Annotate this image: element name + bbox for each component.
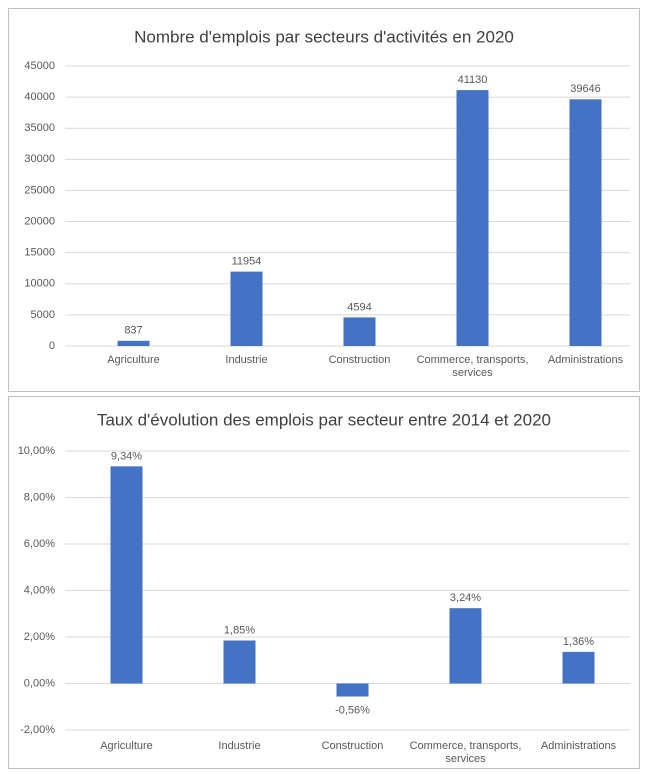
- bar: [562, 651, 595, 684]
- y-tick-label: 20000: [24, 215, 55, 227]
- x-tick-label: Administrations: [540, 740, 617, 752]
- chart-frame: [8, 8, 640, 392]
- x-tick-label: Industrie: [218, 740, 261, 752]
- data-label: 3,24%: [450, 592, 481, 604]
- bar: [223, 640, 256, 684]
- x-tick-label-box: Agriculture: [107, 354, 160, 366]
- x-tick-label: Agriculture: [100, 740, 153, 752]
- y-tick-label: 10000: [24, 278, 55, 290]
- x-tick-label-box: Administrations: [547, 354, 624, 366]
- y-tick-label: 0,00%: [24, 677, 55, 689]
- y-tick-label: 10,00%: [18, 445, 56, 457]
- y-tick-label: 6,00%: [24, 538, 55, 550]
- y-tick-label: 35000: [24, 122, 55, 134]
- x-tick-label: Agriculture: [107, 354, 160, 366]
- x-tick-label-box: Construction: [328, 354, 391, 366]
- y-tick-label: 0: [49, 340, 55, 352]
- x-tick-label-box: Industrie: [225, 354, 268, 366]
- bar: [336, 683, 369, 697]
- y-tick-label: 2,00%: [24, 631, 55, 643]
- data-label: 41130: [458, 74, 488, 86]
- chart-title: Nombre d'emplois par secteurs d'activité…: [134, 27, 514, 46]
- bar: [230, 271, 263, 346]
- x-tick-label-box: Industrie: [218, 740, 261, 752]
- y-tick-label: -2,00%: [20, 724, 55, 736]
- bar: [569, 99, 602, 346]
- y-tick-label: 40000: [24, 91, 55, 103]
- data-label: 39646: [570, 83, 601, 95]
- data-label: 9,34%: [111, 450, 142, 462]
- data-label: 837: [124, 325, 142, 337]
- bar: [343, 317, 376, 346]
- x-tick-label-box: Construction: [321, 740, 384, 752]
- data-label: 11954: [232, 256, 262, 268]
- x-tick-label-box: Commerce, transports, services: [409, 740, 522, 765]
- chart-frame: [8, 396, 640, 769]
- data-label: 1,85%: [224, 624, 255, 636]
- y-tick-label: 45000: [24, 60, 55, 72]
- bar: [449, 608, 482, 684]
- chart-title: Taux d'évolution des emplois par secteur…: [97, 410, 551, 429]
- y-tick-label: 15000: [24, 247, 55, 259]
- y-tick-label: 4,00%: [24, 584, 55, 596]
- bar: [117, 340, 150, 346]
- data-label: 1,36%: [563, 636, 594, 648]
- x-tick-label-box: Agriculture: [100, 740, 153, 752]
- data-label: 4594: [347, 301, 371, 313]
- y-tick-label: 25000: [24, 184, 55, 196]
- y-tick-label: 5000: [31, 309, 55, 321]
- bar: [110, 466, 143, 684]
- x-tick-label: Construction: [328, 354, 391, 366]
- x-tick-label: Commerce, transports, services: [409, 740, 522, 765]
- x-tick-label-box: Commerce, transports, services: [416, 354, 529, 379]
- y-tick-label: 8,00%: [24, 491, 55, 503]
- x-tick-label: Construction: [321, 740, 384, 752]
- x-tick-label: Industrie: [225, 354, 268, 366]
- x-tick-label: Administrations: [547, 354, 624, 366]
- data-label: -0,56%: [335, 704, 370, 716]
- y-tick-label: 30000: [24, 153, 55, 165]
- x-tick-label: Commerce, transports, services: [416, 354, 529, 379]
- bar: [456, 90, 489, 346]
- x-tick-label-box: Administrations: [540, 740, 617, 752]
